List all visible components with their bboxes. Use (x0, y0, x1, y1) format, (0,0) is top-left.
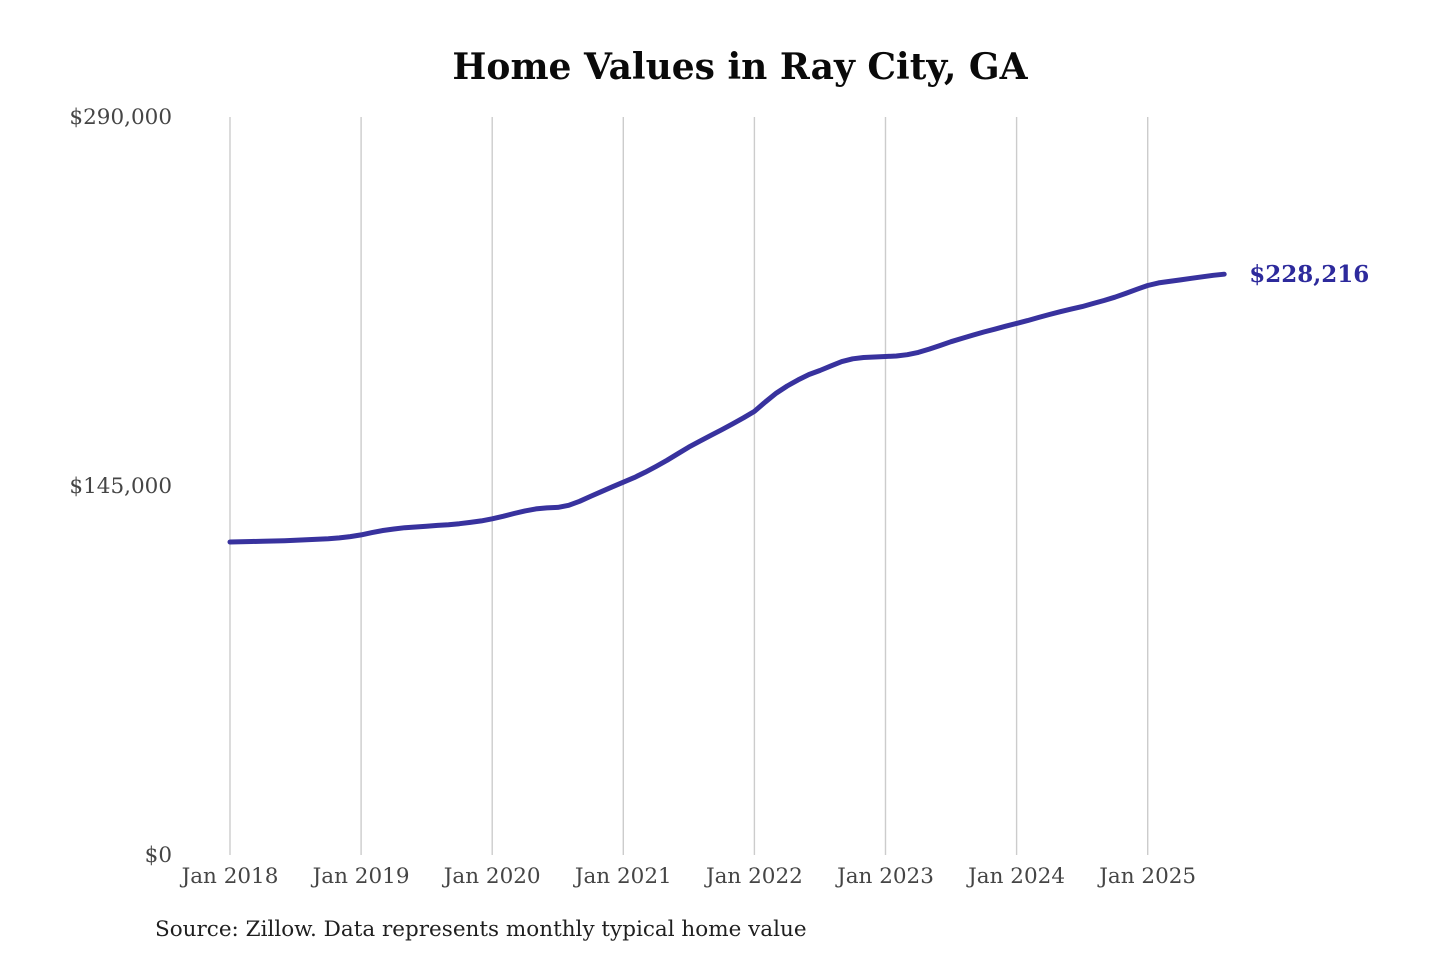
y-tick-label: $145,000 (69, 474, 172, 499)
chart-title: Home Values in Ray City, GA (452, 46, 1028, 88)
source-note: Source: Zillow. Data represents monthly … (155, 917, 807, 942)
x-axis-tick-labels: Jan 2018 Jan 2019 Jan 2020 Jan 2021 Jan 2022… (180, 864, 1197, 889)
gridlines-group (229, 117, 1149, 855)
x-tick-label: Jan 2025 (1097, 864, 1196, 889)
y-tick-label: $290,000 (69, 105, 172, 130)
x-tick-label: Jan 2024 (966, 864, 1065, 889)
x-tick-label: Jan 2018 (180, 864, 279, 889)
x-tick-label: Jan 2020 (442, 864, 541, 889)
x-tick-label: Jan 2019 (311, 864, 410, 889)
x-tick-label: Jan 2023 (835, 864, 934, 889)
latest-value-label: $228,216 (1249, 261, 1369, 288)
x-tick-label: Jan 2021 (573, 864, 672, 889)
home-value-line (227, 271, 1227, 545)
y-tick-label: $0 (145, 843, 172, 868)
series-group (227, 271, 1227, 545)
y-axis-tick-labels: $0 $145,000 $290,000 (69, 105, 172, 868)
x-tick-label: Jan 2022 (704, 864, 803, 889)
